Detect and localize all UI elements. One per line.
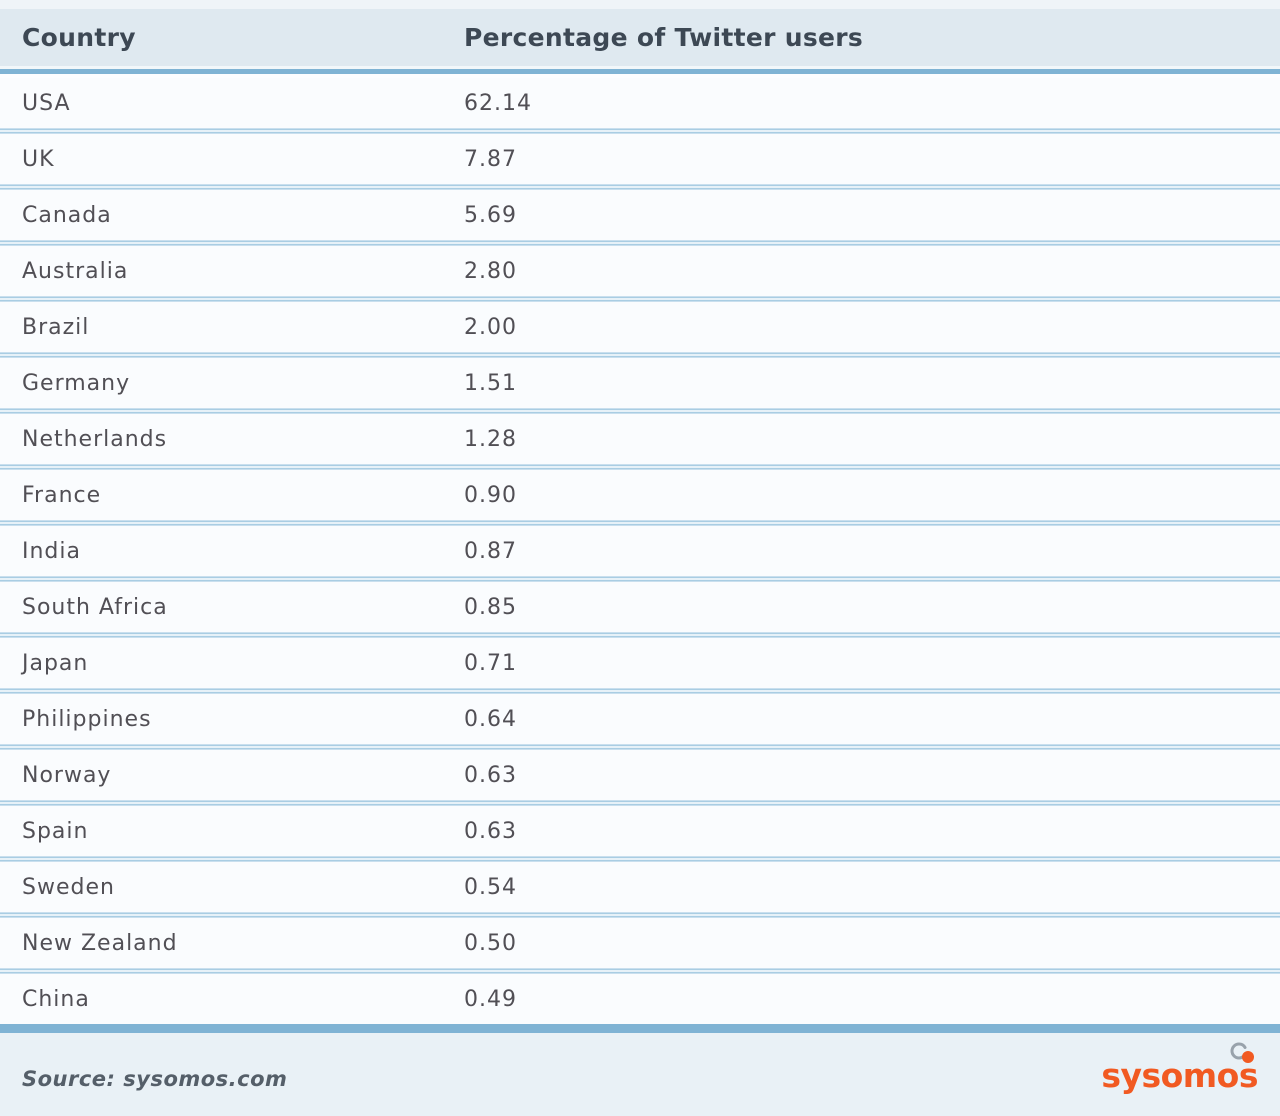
row-separator (0, 968, 1280, 974)
header-accent-bar (0, 69, 1280, 74)
country-cell: Norway (22, 762, 112, 788)
country-cell: Sweden (22, 874, 115, 900)
country-cell: South Africa (22, 594, 168, 620)
country-cell: UK (22, 146, 55, 172)
top-strip (0, 0, 1280, 9)
percentage-cell: 7.87 (464, 146, 517, 172)
row-separator (0, 856, 1280, 862)
percentage-cell: 0.87 (464, 538, 517, 564)
row-separator (0, 296, 1280, 302)
row-separator (0, 744, 1280, 750)
percentage-cell: 0.54 (464, 874, 517, 900)
percentage-cell: 0.90 (464, 482, 517, 508)
country-cell: Germany (22, 370, 131, 396)
table-row: UK 7.87 (0, 134, 1280, 184)
percentage-cell: 62.14 (464, 90, 532, 116)
row-separator (0, 576, 1280, 582)
table-header-row: Country Percentage of Twitter users (0, 9, 1280, 66)
country-cell: Japan (22, 650, 89, 676)
percentage-cell: 2.80 (464, 258, 517, 284)
table-row: China 0.49 (0, 974, 1280, 1024)
column-header-percentage: Percentage of Twitter users (464, 23, 864, 52)
country-cell: France (22, 482, 102, 508)
rows-top-gap (0, 74, 1280, 78)
table-row: Japan 0.71 (0, 638, 1280, 688)
row-separator (0, 800, 1280, 806)
row-separator (0, 128, 1280, 134)
table-row: Brazil 2.00 (0, 302, 1280, 352)
percentage-cell: 0.49 (464, 986, 517, 1012)
percentage-cell: 1.51 (464, 370, 517, 396)
row-separator (0, 688, 1280, 694)
table-row: Canada 5.69 (0, 190, 1280, 240)
row-separator (0, 352, 1280, 358)
country-cell: Brazil (22, 314, 90, 340)
table-row: South Africa 0.85 (0, 582, 1280, 632)
country-cell: Philippines (22, 706, 152, 732)
row-separator (0, 632, 1280, 638)
percentage-cell: 0.50 (464, 930, 517, 956)
row-separator (0, 912, 1280, 918)
sysomos-bubble-icon (1228, 1041, 1256, 1067)
table-row: USA 62.14 (0, 78, 1280, 128)
row-separator (0, 240, 1280, 246)
country-cell: Netherlands (22, 426, 168, 452)
table-bottom-bar (0, 1024, 1280, 1033)
percentage-cell: 0.71 (464, 650, 517, 676)
country-cell: USA (22, 90, 71, 116)
row-separator (0, 464, 1280, 470)
percentage-cell: 2.00 (464, 314, 517, 340)
table-row: Norway 0.63 (0, 750, 1280, 800)
percentage-cell: 1.28 (464, 426, 517, 452)
header-gap (0, 66, 1280, 69)
table-row: New Zealand 0.50 (0, 918, 1280, 968)
percentage-cell: 0.63 (464, 762, 517, 788)
row-separator (0, 520, 1280, 526)
table-row: Germany 1.51 (0, 358, 1280, 408)
table-row: Spain 0.63 (0, 806, 1280, 856)
percentage-cell: 0.64 (464, 706, 517, 732)
table-row: Netherlands 1.28 (0, 414, 1280, 464)
country-cell: Spain (22, 818, 89, 844)
table-row: Philippines 0.64 (0, 694, 1280, 744)
column-header-country: Country (22, 23, 136, 52)
percentage-cell: 0.63 (464, 818, 517, 844)
table-row: France 0.90 (0, 470, 1280, 520)
sysomos-wordmark: sysomos (1101, 1056, 1258, 1095)
row-separator (0, 184, 1280, 190)
footer: Source: sysomos.com sysomos (0, 1033, 1280, 1116)
table-row: Australia 2.80 (0, 246, 1280, 296)
table-body: USA 62.14 UK 7.87 Canada 5.69 Australia … (0, 78, 1280, 1024)
country-cell: Canada (22, 202, 112, 228)
row-separator (0, 408, 1280, 414)
table-row: India 0.87 (0, 526, 1280, 576)
country-cell: China (22, 986, 90, 1012)
source-text: Source: sysomos.com (22, 1067, 288, 1091)
percentage-cell: 5.69 (464, 202, 517, 228)
country-cell: New Zealand (22, 930, 178, 956)
sysomos-logo: sysomos (1101, 1042, 1258, 1095)
table-row: Sweden 0.54 (0, 862, 1280, 912)
percentage-cell: 0.85 (464, 594, 517, 620)
country-cell: India (22, 538, 81, 564)
country-cell: Australia (22, 258, 129, 284)
